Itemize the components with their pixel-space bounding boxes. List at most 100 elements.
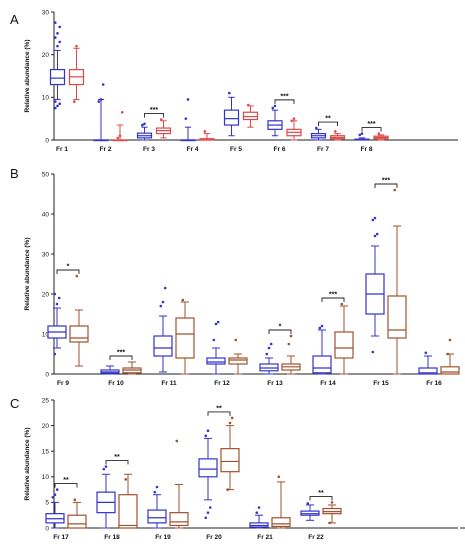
box-fr19-group1 — [147, 485, 167, 529]
outlier-point — [214, 322, 218, 326]
y-tick-label: 20 — [42, 423, 50, 430]
outlier-point — [212, 338, 216, 342]
outlier-point — [58, 102, 61, 106]
x-tick-label: Fr 18 — [104, 534, 120, 541]
box-fr7-group1 — [310, 126, 327, 141]
outlier-point — [153, 490, 157, 494]
iqr-box — [220, 448, 240, 473]
iqr-box — [175, 317, 195, 359]
outlier-point — [75, 274, 79, 278]
outlier-point — [186, 98, 190, 101]
x-tick-label: Fr 7 — [317, 146, 329, 153]
panel-a: A Relative abundance (%) 0 10 20 30 Fr 1 Fr 2 Fr… — [10, 9, 458, 153]
outlier-point — [230, 416, 234, 420]
box-fr19-group2 — [169, 439, 189, 529]
outlier-point — [58, 25, 61, 29]
box-fr21-group2 — [271, 475, 291, 529]
iqr-box — [153, 335, 173, 357]
significance-label: *** — [280, 93, 288, 100]
box-fr9-group1 — [47, 292, 67, 356]
box-fr14-group1 — [312, 324, 332, 375]
outlier-point — [97, 100, 101, 103]
iqr-box — [334, 331, 354, 359]
outlier-point — [160, 118, 163, 121]
x-tick-label: Fr 20 — [206, 534, 222, 541]
outlier-point — [58, 40, 61, 44]
outlier-point — [257, 506, 261, 509]
box-fr11-group2 — [175, 298, 195, 375]
bracket-line — [274, 99, 295, 104]
x-tick-label: Fr 6 — [274, 146, 286, 153]
box-fr21-group1 — [249, 506, 269, 529]
bracket-line — [207, 411, 231, 416]
iqr-box — [69, 325, 89, 343]
box-fr2-group1 — [93, 83, 109, 142]
outlier-point — [204, 516, 208, 520]
significance-label: ** — [114, 454, 120, 461]
x-tick-label: Fr 3 — [143, 146, 155, 153]
box-fr20-group2 — [220, 416, 240, 491]
y-tick-label: 10 — [42, 95, 50, 102]
bracket-line — [318, 121, 338, 127]
box-fr11-group1 — [153, 286, 173, 373]
outlier-point — [206, 511, 210, 514]
y-axis-label: Relative abundance (%) — [24, 238, 31, 311]
box-fr7-group2 — [329, 130, 346, 141]
significance-bracket: ** — [54, 477, 78, 488]
outlier-point — [56, 44, 59, 48]
outlier-point — [358, 133, 362, 137]
outlier-point — [292, 117, 296, 120]
significance-bracket: *** — [144, 107, 164, 118]
significance-bracket: ** — [105, 454, 129, 465]
x-tick-label: Fr 5 — [230, 146, 242, 153]
significance-bracket: *** — [374, 178, 398, 188]
x-tick-label: Fr 21 — [257, 534, 273, 541]
significance-bracket: *** — [109, 350, 133, 360]
iqr-box — [228, 357, 248, 365]
iqr-box — [223, 109, 240, 126]
significance-label: *** — [150, 107, 158, 114]
iqr-box — [271, 517, 291, 528]
x-tick-label: Fr 17 — [53, 534, 69, 541]
outlier-point — [75, 44, 78, 48]
outlier-point — [320, 324, 324, 328]
outlier-point — [340, 302, 344, 306]
y-tick-label: 10 — [42, 331, 50, 338]
y-tick-label: 0 — [45, 525, 49, 532]
bracket-line — [268, 329, 292, 334]
outlier-point — [360, 132, 364, 135]
outlier-point — [73, 498, 77, 502]
significance-label: * — [67, 264, 70, 271]
significance-bracket: ** — [318, 116, 338, 127]
panel-b: B Relative abundance (%) 0 10 20 30 40 50 Fr 9 * F… — [10, 166, 460, 387]
box-fr12-group1 — [206, 320, 226, 375]
y-axis-label: Relative abundance (%) — [24, 428, 31, 501]
iqr-box — [387, 295, 407, 339]
outlier-point — [155, 485, 159, 489]
iqr-box — [147, 509, 167, 524]
y-tick-label: 20 — [42, 291, 50, 298]
box-fr3-group2 — [155, 118, 172, 139]
box-fr22-group2 — [322, 501, 342, 525]
outlier-point — [371, 218, 375, 222]
box-fr9-group2 — [69, 274, 89, 367]
box-fr4-group1 — [180, 98, 196, 142]
panel-label: A — [10, 12, 19, 27]
iqr-box — [198, 458, 218, 478]
bracket-line — [144, 113, 164, 118]
outlier-point — [315, 126, 318, 130]
panel-c: C Relative abundance (%) 0 5 10 15 20 25 Fr 17 **… — [10, 396, 465, 541]
box-fr16-group1 — [418, 351, 438, 375]
box-fr13-group1 — [259, 342, 279, 375]
outlier-point — [377, 132, 381, 135]
significance-label: ** — [216, 405, 222, 412]
box-fr2-group2 — [112, 110, 128, 142]
y-tick-label: 40 — [42, 211, 50, 218]
x-tick-label: Fr 11 — [161, 380, 177, 387]
outlier-point — [203, 130, 207, 133]
outlier-point — [120, 110, 124, 114]
box-fr1-group1 — [49, 21, 66, 110]
box-fr10-group2 — [122, 361, 142, 375]
x-tick-label: Fr 4 — [187, 146, 199, 153]
